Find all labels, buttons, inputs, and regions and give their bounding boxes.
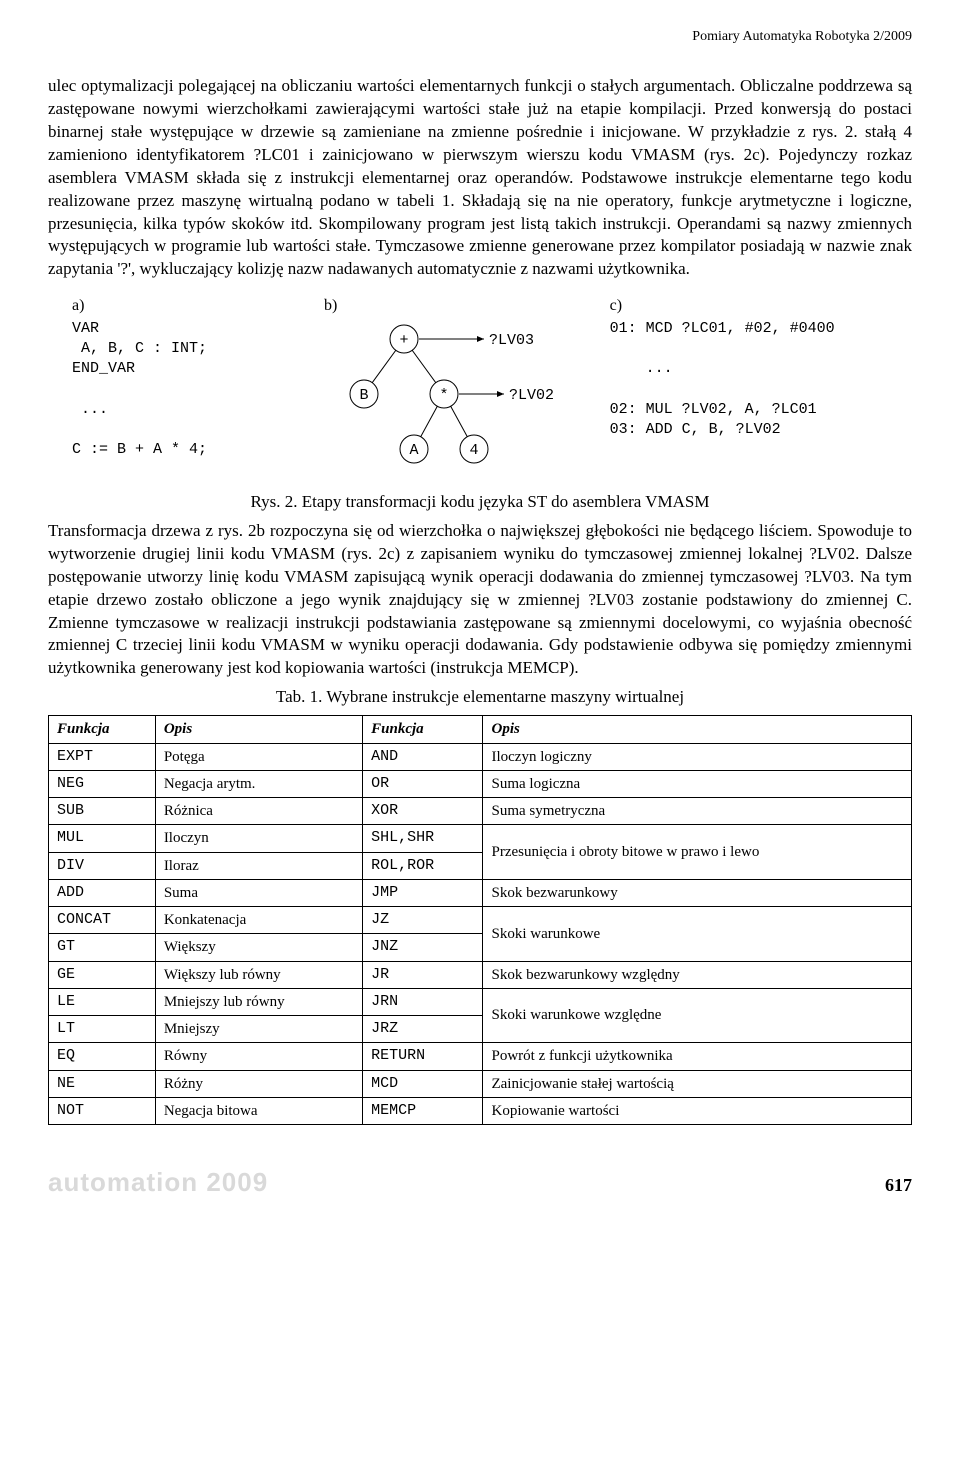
journal-header: Pomiary Automatyka Robotyka 2/2009 bbox=[48, 28, 912, 47]
svg-text:4: 4 bbox=[469, 442, 478, 459]
fig-tree-svg: ?LV03 ?LV02 + B * A 4 bbox=[324, 319, 584, 474]
table-row: NOTNegacja bitowaMEMCPKopiowanie wartośc… bbox=[49, 1097, 912, 1124]
table-row: NERóżnyMCDZainicjowanie stałej wartością bbox=[49, 1070, 912, 1097]
fig-code-c: 01: MCD ?LC01, #02, #0400 ... 02: MUL ?L… bbox=[610, 319, 912, 441]
paragraph-1: ulec optymalizacji polegającej na oblicz… bbox=[48, 75, 912, 281]
table-row: LEMniejszy lub równyJRNSkoki warunkowe w… bbox=[49, 988, 912, 1015]
fig-label-c: c) bbox=[610, 295, 912, 317]
svg-text:?LV02: ?LV02 bbox=[509, 387, 554, 404]
table-header: Opis bbox=[155, 716, 362, 743]
table-row: ADDSumaJMPSkok bezwarunkowy bbox=[49, 879, 912, 906]
table-row: EQRównyRETURNPowrót z funkcji użytkownik… bbox=[49, 1043, 912, 1070]
svg-text:+: + bbox=[399, 332, 408, 349]
fig-label-a: a) bbox=[72, 295, 324, 317]
svg-text:B: B bbox=[359, 387, 368, 404]
svg-text:*: * bbox=[439, 387, 448, 404]
table-header: Funkcja bbox=[49, 716, 156, 743]
figure-caption: Rys. 2. Etapy transformacji kodu języka … bbox=[48, 491, 912, 514]
page-footer: automation 2009 617 bbox=[48, 1165, 912, 1200]
paragraph-2: Transformacja drzewa z rys. 2b rozpoczyn… bbox=[48, 520, 912, 681]
fig-label-b: b) bbox=[324, 295, 610, 317]
table-row: NEGNegacja arytm.ORSuma logiczna bbox=[49, 770, 912, 797]
svg-text:A: A bbox=[409, 442, 418, 459]
table-row: MULIloczynSHL,SHRPrzesunięcia i obroty b… bbox=[49, 825, 912, 852]
figure-2: a) VAR A, B, C : INT; END_VAR ... C := B… bbox=[48, 295, 912, 481]
table-row: EXPTPotęgaANDIloczyn logiczny bbox=[49, 743, 912, 770]
instruction-table: FunkcjaOpisFunkcjaOpisEXPTPotęgaANDIlocz… bbox=[48, 715, 912, 1125]
fig-code-a: VAR A, B, C : INT; END_VAR ... C := B + … bbox=[72, 319, 324, 461]
footer-left: automation 2009 bbox=[48, 1165, 268, 1200]
table-row: SUBRóżnicaXORSuma symetryczna bbox=[49, 798, 912, 825]
table-row: GEWiększy lub równyJRSkok bezwarunkowy w… bbox=[49, 961, 912, 988]
table-header: Opis bbox=[483, 716, 912, 743]
svg-text:?LV03: ?LV03 bbox=[489, 332, 534, 349]
table-header: Funkcja bbox=[363, 716, 483, 743]
footer-page-number: 617 bbox=[885, 1173, 912, 1197]
table-caption: Tab. 1. Wybrane instrukcje elementarne m… bbox=[48, 686, 912, 709]
table-row: CONCATKonkatenacjaJZSkoki warunkowe bbox=[49, 907, 912, 934]
